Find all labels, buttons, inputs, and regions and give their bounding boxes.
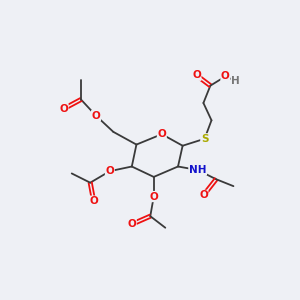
Text: O: O (89, 196, 98, 206)
Text: O: O (221, 71, 230, 81)
Text: O: O (199, 190, 208, 200)
Text: NH: NH (189, 165, 206, 175)
Text: H: H (231, 76, 240, 86)
Text: O: O (158, 129, 166, 139)
Text: O: O (149, 191, 158, 202)
Text: S: S (201, 134, 208, 144)
Text: O: O (106, 166, 114, 176)
Text: O: O (92, 111, 100, 121)
Text: O: O (59, 104, 68, 114)
Text: O: O (128, 219, 136, 229)
Text: O: O (192, 70, 201, 80)
